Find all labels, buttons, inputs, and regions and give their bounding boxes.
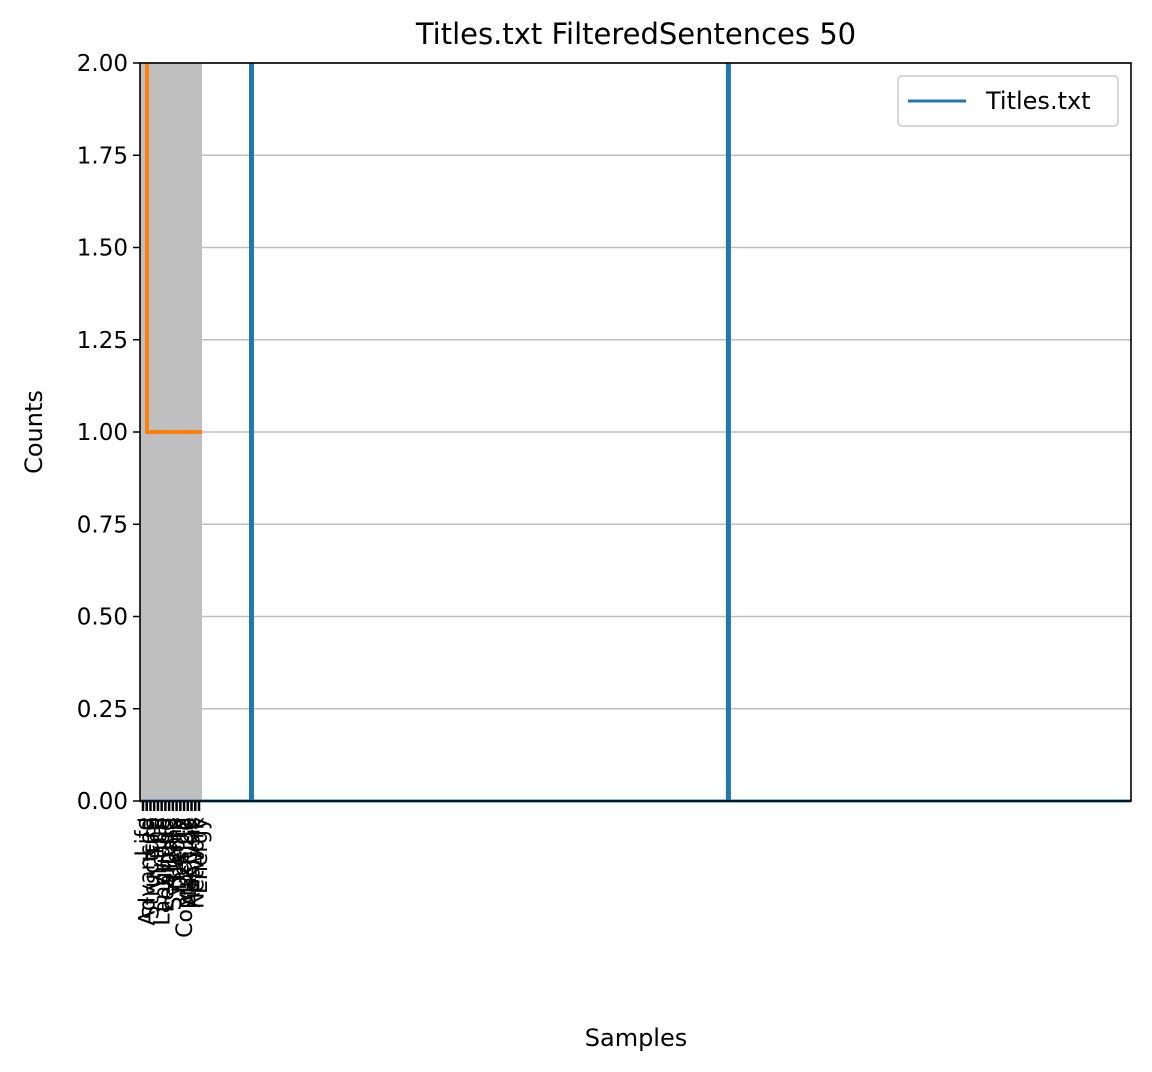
y-tick-label: 0.00 xyxy=(77,789,128,815)
chart-title: Titles.txt FilteredSentences 50 xyxy=(415,17,856,51)
x-tick-label: Computing xyxy=(173,817,198,938)
overlay-series-line xyxy=(145,63,202,434)
x-tick-label: Machine xyxy=(177,817,202,909)
x-axis-tick-labels: LifeAdvancedStructureTheVirtualLanguageL… xyxy=(132,817,213,938)
x-tick-label: Network xyxy=(184,817,209,909)
x-tick-label: Virtual xyxy=(147,817,172,889)
x-tick-label: Learning xyxy=(154,817,179,913)
y-tick-label: 1.75 xyxy=(77,143,128,169)
y-tick-label: 1.00 xyxy=(77,420,128,446)
grid-lines xyxy=(140,62,1131,802)
y-axis: 0.00 0.25 0.50 0.75 1.00 1.25 1.50 1.75 2.00 xyxy=(77,51,140,815)
x-tick-label: Life xyxy=(132,817,157,857)
x-tick-label: Energy xyxy=(188,817,213,894)
x-tick-label: Analysis xyxy=(181,817,206,908)
y-tick-label: 1.50 xyxy=(77,236,128,262)
x-tick-label: Language xyxy=(151,817,176,926)
x-tick-label: The xyxy=(143,817,168,859)
y-tick-label: 0.50 xyxy=(77,605,128,631)
x-tick-label: Theory xyxy=(166,817,191,894)
legend: Titles.txt xyxy=(897,75,1119,127)
y-tick-label: 0.75 xyxy=(77,512,128,538)
y-axis-label: Counts xyxy=(20,390,48,474)
x-tick-label: Structure xyxy=(139,817,164,919)
y-tick-label: 2.00 xyxy=(77,51,128,77)
x-axis-ticks xyxy=(141,801,201,811)
y-tick-label: 1.25 xyxy=(77,328,128,354)
plot-area xyxy=(139,62,1132,811)
x-tick-label: Design xyxy=(169,817,194,893)
x-tick-label: Advanced xyxy=(136,817,161,926)
y-tick-label: 0.25 xyxy=(77,697,128,723)
legend-frame xyxy=(897,75,1119,127)
x-tick-label: Systems xyxy=(162,817,187,911)
x-axis-label: Samples xyxy=(585,1024,688,1052)
legend-label: Titles.txt xyxy=(985,87,1091,115)
x-tick-label: Data xyxy=(158,817,183,870)
